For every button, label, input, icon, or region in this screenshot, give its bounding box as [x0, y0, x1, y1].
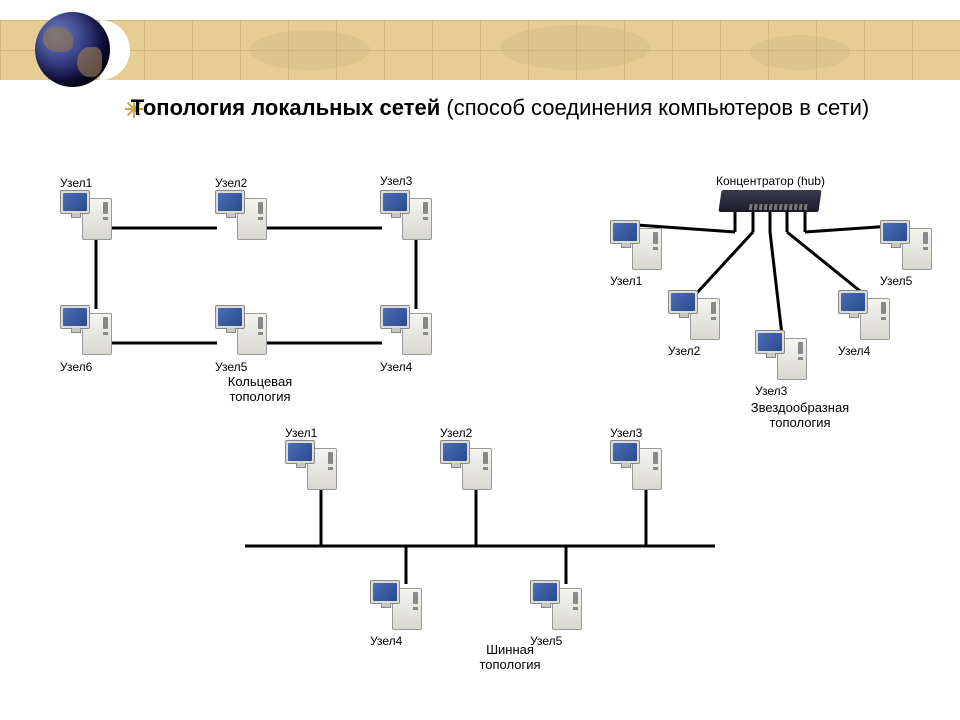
page-title: Топология локальных сетей (способ соедин… [100, 95, 900, 121]
pc-monitor-icon [215, 305, 245, 329]
ring-node-r1 [60, 190, 115, 240]
bus-node-b3 [610, 440, 665, 490]
ring-caption: Кольцеваятопология [228, 374, 292, 404]
hub-label: Концентратор (hub) [716, 174, 825, 188]
bus-label-b3: Узел3 [610, 426, 642, 440]
star-label-s2: Узел2 [668, 344, 700, 358]
ring-label-r6: Узел6 [60, 360, 92, 374]
pc-monitor-icon [610, 440, 640, 464]
ring-label-r5: Узел5 [215, 360, 247, 374]
pc-monitor-icon [380, 190, 410, 214]
bus-node-b4 [370, 580, 425, 630]
pc-monitor-icon [530, 580, 560, 604]
globe-icon [35, 12, 110, 87]
star-node-s3 [755, 330, 810, 380]
ring-node-r6 [60, 305, 115, 355]
ring-node-r3 [380, 190, 435, 240]
star-node-s5 [880, 220, 935, 270]
bus-caption: Шиннаятопология [479, 642, 540, 672]
star-label-s4: Узел4 [838, 344, 870, 358]
star-node-s1 [610, 220, 665, 270]
ring-node-r2 [215, 190, 270, 240]
bus-node-b1 [285, 440, 340, 490]
pc-monitor-icon [755, 330, 785, 354]
bus-label-b2: Узел2 [440, 426, 472, 440]
ring-node-r5 [215, 305, 270, 355]
star-node-s2 [668, 290, 723, 340]
ring-label-r4: Узел4 [380, 360, 412, 374]
pc-monitor-icon [215, 190, 245, 214]
pc-monitor-icon [440, 440, 470, 464]
bus-node-b5 [530, 580, 585, 630]
pc-monitor-icon [370, 580, 400, 604]
diagram-area: Узел1 Узел2 Узел3 Узел4 Узел5 Узел6 Кольцеваят… [0, 160, 960, 720]
star-caption: Звездообразнаятопология [751, 400, 849, 430]
pc-monitor-icon [380, 305, 410, 329]
pc-monitor-icon [610, 220, 640, 244]
pc-monitor-icon [880, 220, 910, 244]
ring-label-r3: Узел3 [380, 174, 412, 188]
pc-monitor-icon [60, 190, 90, 214]
pc-monitor-icon [285, 440, 315, 464]
star-label-s3: Узел3 [755, 384, 787, 398]
ring-node-r4 [380, 305, 435, 355]
star-label-s5: Узел5 [880, 274, 912, 288]
star-node-s4 [838, 290, 893, 340]
bus-label-b4: Узел4 [370, 634, 402, 648]
ring-label-r2: Узел2 [215, 176, 247, 190]
star-label-s1: Узел1 [610, 274, 642, 288]
pc-monitor-icon [60, 305, 90, 329]
pc-monitor-icon [668, 290, 698, 314]
title-rest: (способ соединения компьютеров в сети) [440, 95, 869, 120]
title-bold: Топология локальных сетей [131, 95, 440, 120]
bus-node-b2 [440, 440, 495, 490]
header-banner [0, 20, 960, 80]
hub-device [718, 190, 821, 212]
bus-label-b1: Узел1 [285, 426, 317, 440]
pc-monitor-icon [838, 290, 868, 314]
ring-label-r1: Узел1 [60, 176, 92, 190]
